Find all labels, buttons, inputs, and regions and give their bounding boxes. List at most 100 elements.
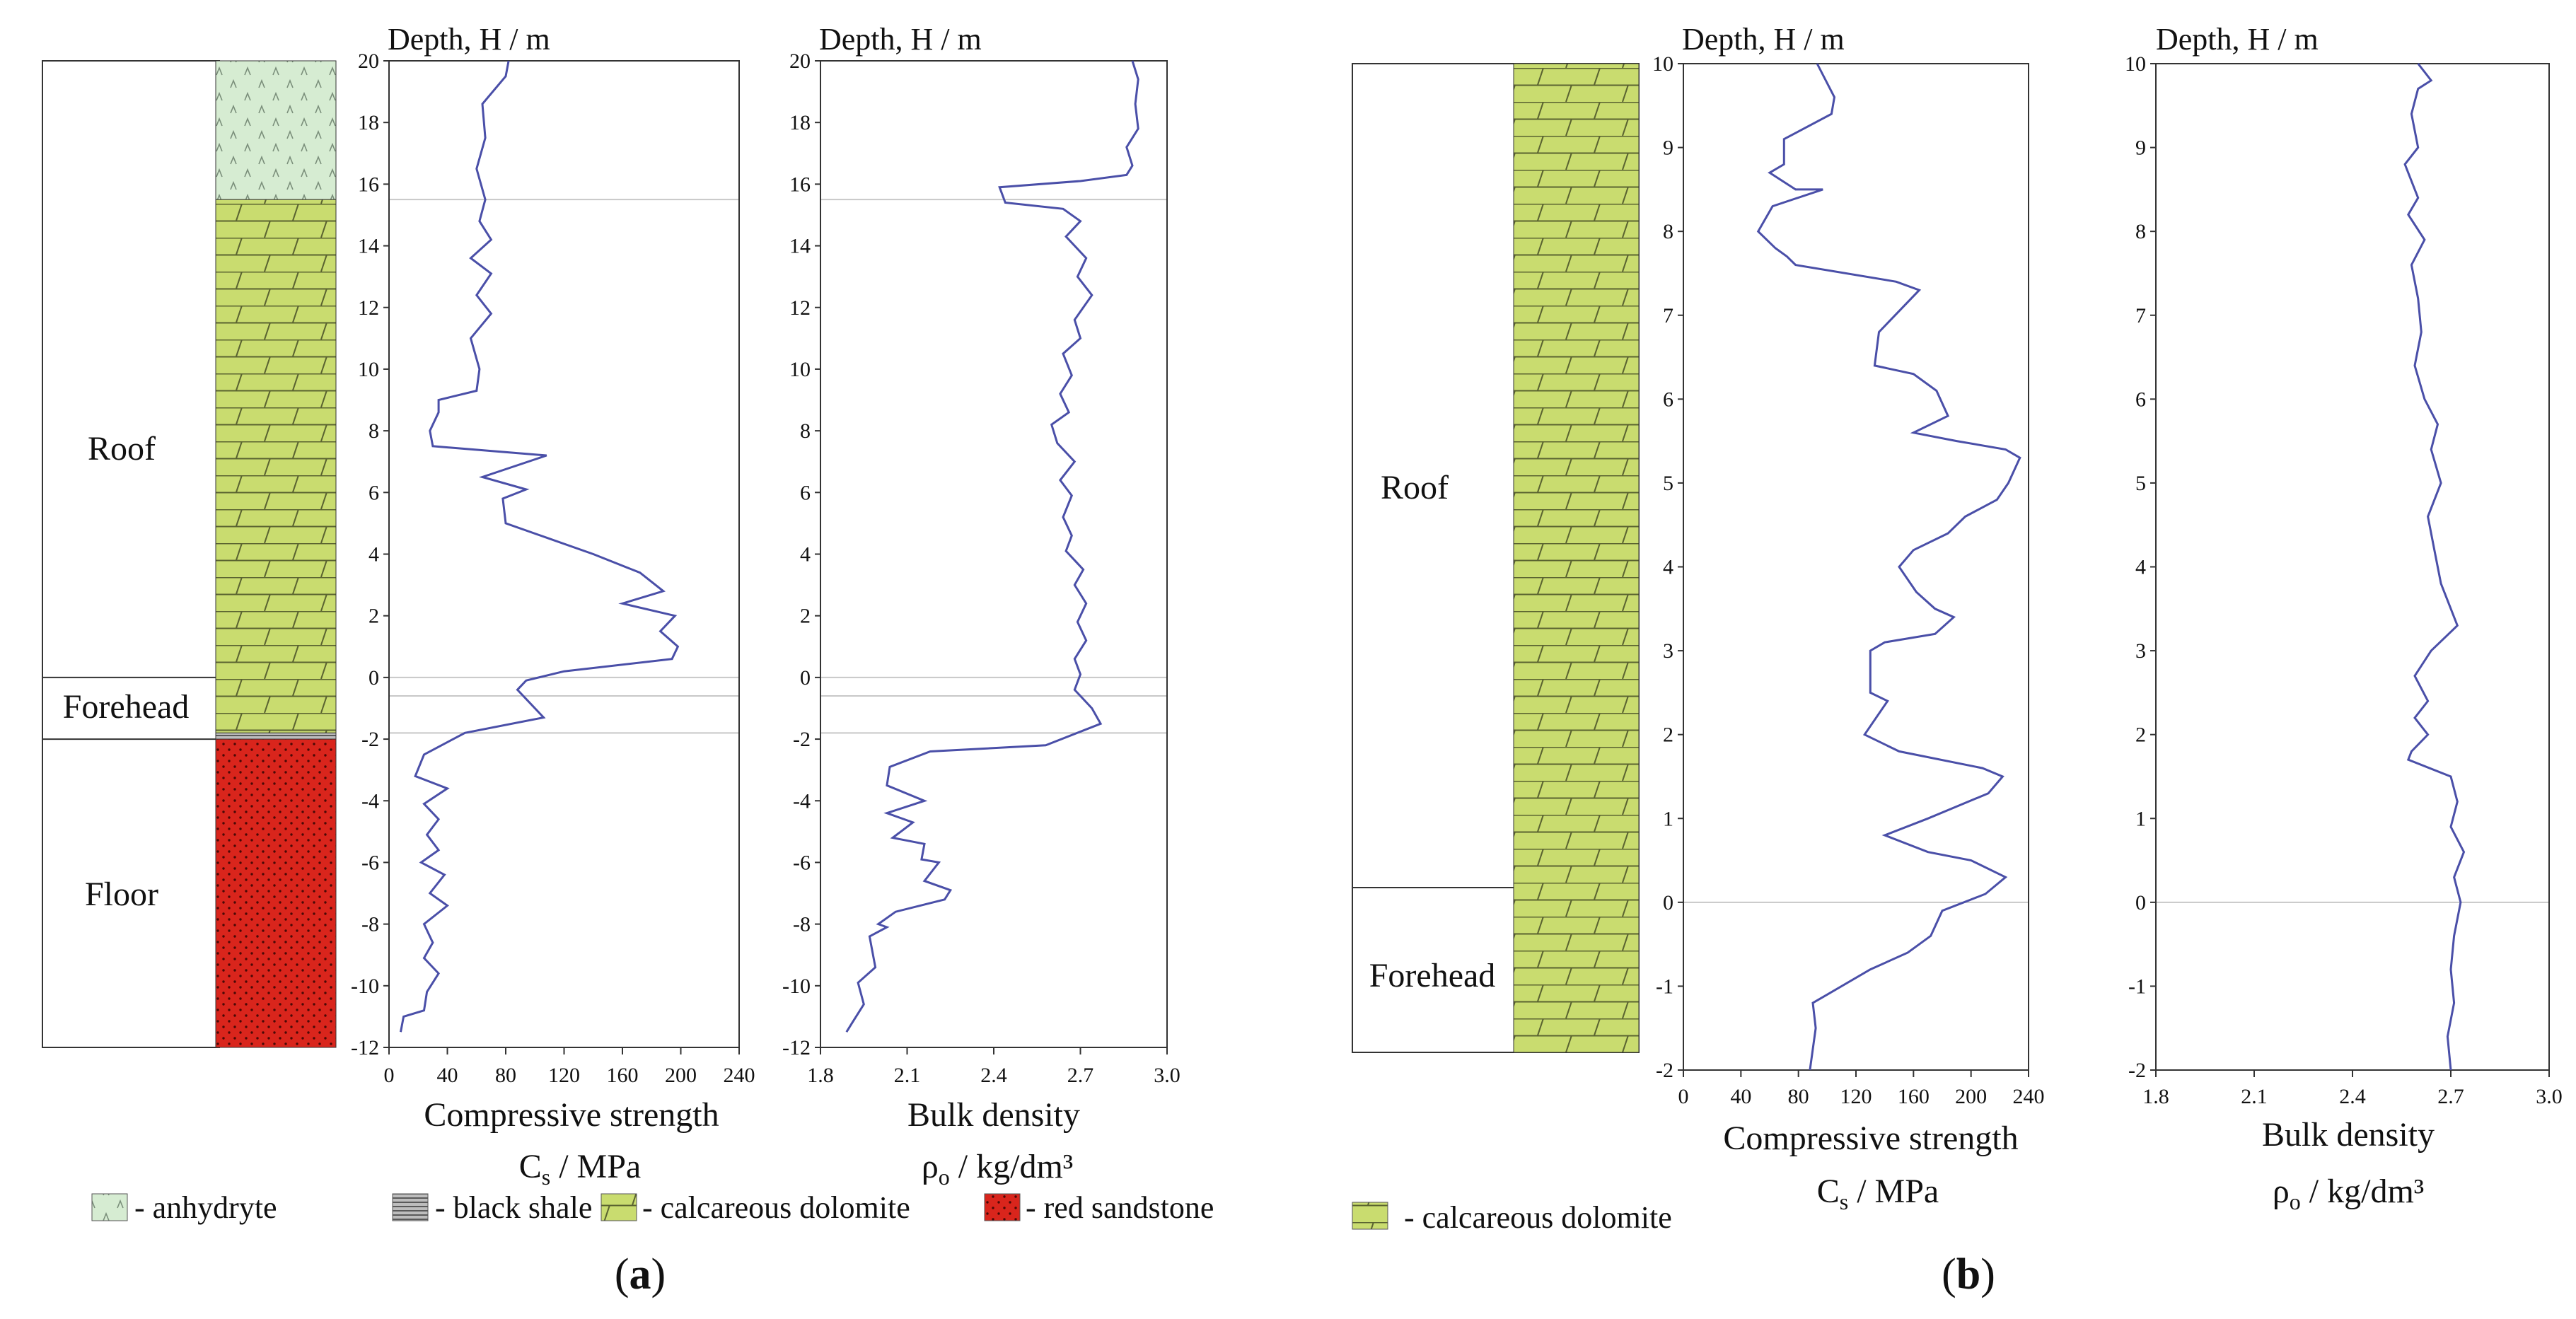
x-tick-label: 2.4 [980, 1064, 1007, 1087]
depth-tick-label: 2 [2135, 724, 2146, 747]
depth-tick-label: -1 [1656, 975, 1673, 998]
x-tick-label: 80 [495, 1064, 516, 1087]
depth-tick-label: -1 [2128, 975, 2146, 998]
depth-tick-label: -2 [2128, 1059, 2146, 1082]
depth-tick-label: -12 [782, 1036, 811, 1059]
depth-tick-label: 4 [1663, 556, 1673, 579]
legend-label-dolomite: - calcareous dolomite [642, 1190, 910, 1225]
x-tick-label: 0 [1678, 1085, 1689, 1108]
lithology-red-sandstone [215, 738, 337, 1048]
lithology-black-shale [215, 732, 337, 740]
depth-tick-label: 9 [2135, 136, 2146, 160]
depth-ticks: -2 -1 0 1 2 3 4 5 6 7 8 9 10 [1652, 52, 1683, 1082]
bulk-density-line [845, 60, 1139, 1033]
depth-tick-label: -6 [361, 851, 379, 874]
x-tick-label: 80 [1788, 1085, 1809, 1108]
bulk-density-line [2403, 63, 2466, 1071]
x-ticks: 1.8 2.1 2.4 2.7 3.0 [807, 1047, 1180, 1087]
depth-tick-label: -10 [782, 975, 811, 998]
zone-label-roof: Roof [88, 430, 156, 467]
depth-tick-label: 16 [789, 173, 811, 196]
lithology-dolomite [1513, 63, 1640, 1053]
x-tick-label: 40 [1730, 1085, 1751, 1108]
depth-tick-label: 8 [2135, 220, 2146, 243]
depth-tick-label: 1 [2135, 807, 2146, 830]
compressive-strength-line [1756, 63, 2021, 1071]
x-tick-label: 2.1 [894, 1064, 921, 1087]
x-tick-label: 2.7 [1067, 1064, 1094, 1087]
boundary-lines [389, 199, 739, 734]
x-axis-unit: Cs / MPa [1817, 1173, 1939, 1214]
depth-ticks: -12 -10 -8 -6 -4 -2 0 2 4 6 8 10 12 14 16 18 20 [351, 50, 389, 1059]
depth-tick-label: 18 [789, 111, 811, 134]
x-tick-label: 2.4 [2339, 1085, 2366, 1108]
legend-label-black-shale: - black shale [435, 1190, 592, 1225]
depth-tick-label: 2 [1663, 724, 1673, 747]
depth-axis-title-b2: Depth, H / m [2156, 22, 2319, 57]
depth-tick-label: 18 [358, 111, 379, 134]
zone-label-forehead: Forehead [63, 688, 190, 726]
lithology-column-b [1513, 63, 1640, 1053]
depth-tick-label: 6 [369, 481, 379, 504]
x-axis-title: Bulk density [907, 1096, 1080, 1134]
depth-ticks: -12 -10 -8 -6 -4 -2 0 2 4 6 8 10 12 14 16 18 20 [782, 50, 820, 1059]
depth-tick-label: 14 [789, 235, 811, 258]
cs-track-b: Depth, H / m -2 -1 0 1 2 3 4 5 6 7 8 9 10 0 40 80 120 16… [1652, 22, 2045, 1214]
depth-tick-label: 4 [800, 543, 811, 566]
depth-tick-label: 7 [2135, 304, 2146, 327]
depth-tick-label: 5 [2135, 472, 2146, 495]
x-tick-label: 2.7 [2437, 1085, 2464, 1108]
depth-tick-label: 16 [358, 173, 379, 196]
depth-axis-title-a1: Depth, H / m [388, 22, 550, 57]
x-tick-label: 200 [1955, 1085, 1987, 1108]
bd-track-b: Depth, H / m -2 -1 0 1 2 3 4 5 6 7 8 9 10 1.8 2.1 2.4 2… [2125, 22, 2563, 1214]
legend-swatch-dolomite [1352, 1202, 1388, 1230]
legend-a: - anhydryte - black shale - calcareous d… [91, 1190, 1214, 1225]
depth-tick-label: 10 [2125, 52, 2146, 76]
x-tick-label: 1.8 [807, 1064, 834, 1087]
panel-b: Roof Forehead Depth, H / m -2 -1 0 1 2 3 4 5 6 7 8… [1352, 22, 2563, 1298]
depth-tick-label: 8 [800, 419, 811, 443]
depth-tick-label: -8 [793, 913, 811, 936]
depth-tick-label: 0 [369, 666, 379, 690]
depth-tick-label: 3 [1663, 639, 1673, 663]
depth-tick-label: 0 [1663, 891, 1673, 914]
depth-tick-label: 5 [1663, 472, 1673, 495]
cs-track-a: Depth, H / m -12 -10 -8 -6 -4 -2 0 2 4 6 8 10 12 14 16… [351, 22, 755, 1190]
x-ticks: 0 40 80 120 160 200 240 [384, 1047, 755, 1087]
depth-tick-label: 0 [800, 666, 811, 690]
depth-tick-label: 2 [800, 605, 811, 628]
depth-tick-label: -4 [793, 789, 811, 813]
depth-tick-label: 10 [358, 358, 379, 381]
x-tick-label: 120 [548, 1064, 580, 1087]
depth-tick-label: 14 [358, 235, 379, 258]
x-tick-label: 200 [665, 1064, 697, 1087]
depth-tick-label: 8 [369, 419, 379, 443]
depth-tick-label: 4 [369, 543, 379, 566]
depth-axis-title-a2: Depth, H / m [819, 22, 982, 57]
depth-tick-label: -2 [793, 728, 811, 751]
legend-label-red-sandstone: - red sandstone [1026, 1190, 1214, 1225]
depth-tick-label: -10 [351, 975, 379, 998]
x-axis-unit: ρo / kg/dm³ [922, 1148, 1073, 1190]
x-tick-label: 120 [1840, 1085, 1872, 1108]
depth-tick-label: 9 [1663, 136, 1673, 160]
depth-ticks: -2 -1 0 1 2 3 4 5 6 7 8 9 10 [2125, 52, 2156, 1082]
x-ticks: 0 40 80 120 160 200 240 [1678, 1070, 2045, 1108]
depth-tick-label: 6 [2135, 388, 2146, 411]
depth-tick-label: 6 [1663, 388, 1673, 411]
panel-a: Roof Forehead Floor Depth, H / m -12 -10 -… [42, 22, 1214, 1298]
depth-tick-label: 2 [369, 605, 379, 628]
depth-tick-label: -8 [361, 913, 379, 936]
depth-tick-label: 0 [2135, 891, 2146, 914]
depth-tick-label: 10 [789, 358, 811, 381]
x-tick-label: 3.0 [2536, 1085, 2563, 1108]
zone-label-floor: Floor [85, 876, 158, 913]
depth-tick-label: 6 [800, 481, 811, 504]
x-tick-label: 3.0 [1154, 1064, 1180, 1087]
x-tick-label: 40 [437, 1064, 458, 1087]
x-axis-unit: ρo / kg/dm³ [2273, 1173, 2424, 1214]
legend-swatch-black-shale [392, 1193, 429, 1221]
zone-column-b: Roof Forehead [1352, 63, 1640, 1053]
